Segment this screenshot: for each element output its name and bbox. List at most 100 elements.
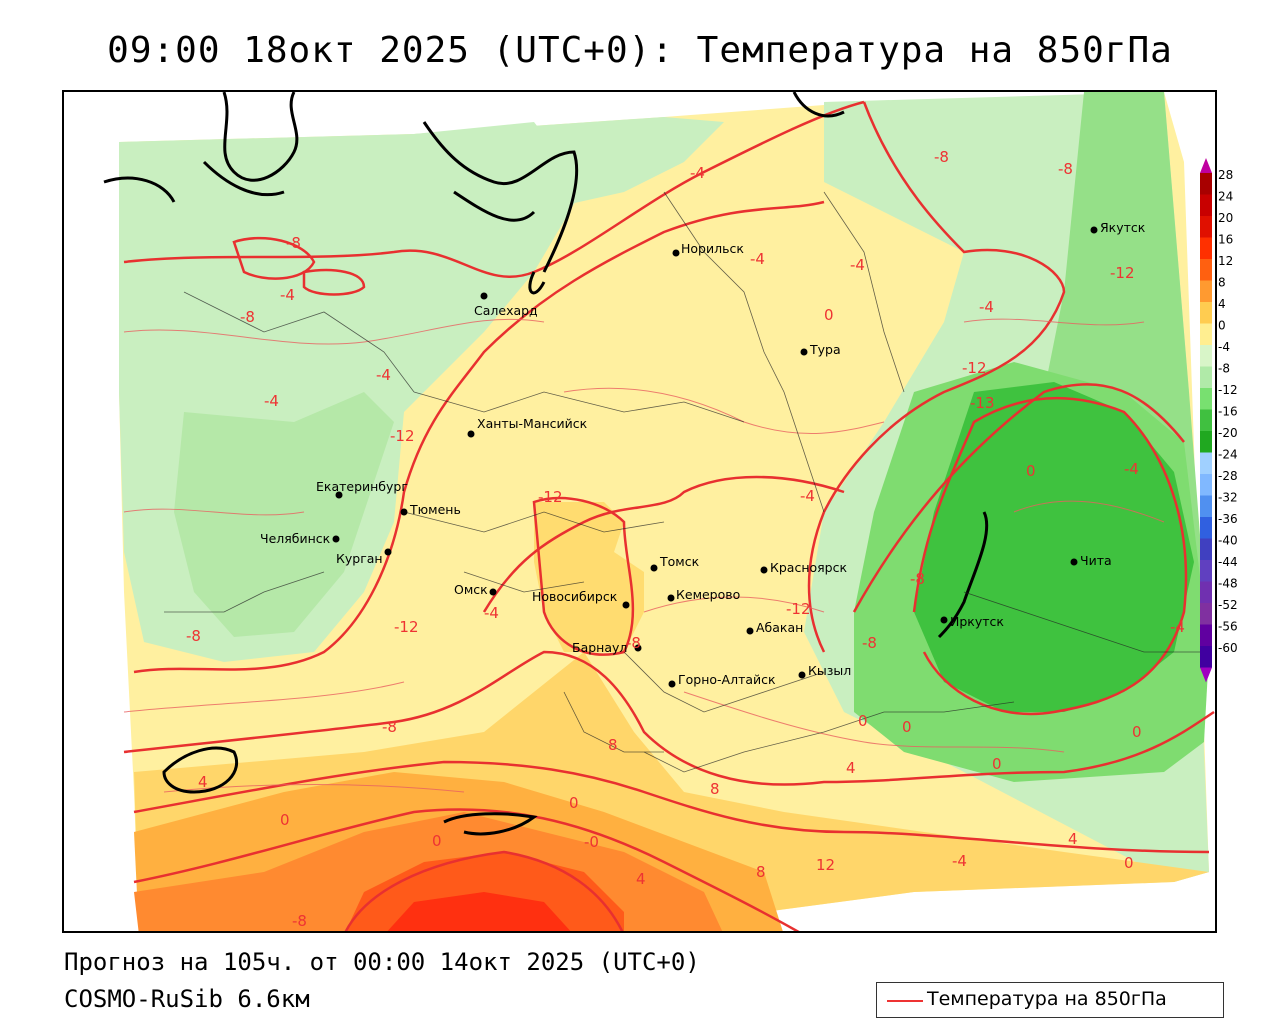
- isotherm-label: -12: [962, 359, 987, 377]
- isotherm-label: -4: [979, 298, 994, 316]
- city-label: Барнаул: [572, 640, 627, 655]
- map-title: 09:00 18окт 2025 (UTC+0): Температура на…: [107, 30, 1173, 71]
- colorbar-segment: [1200, 452, 1212, 474]
- isotherm-label: 4: [1068, 830, 1078, 848]
- isotherm-label: -4: [952, 852, 967, 870]
- coastlines: [103, 92, 989, 836]
- colorbar-segment: [1200, 388, 1212, 410]
- isotherm-label: 0: [432, 832, 442, 850]
- isotherm-label: 0: [992, 755, 1002, 773]
- isotherm-label: -8: [934, 148, 949, 166]
- city-label: Красноярск: [770, 560, 847, 575]
- colorbar-tick-label: -40: [1218, 534, 1238, 548]
- city-label: Новосибирск: [532, 589, 618, 604]
- colorbar-tick-label: 16: [1218, 233, 1233, 247]
- colorbar-segment: [1200, 323, 1212, 345]
- colorbar-tick-label: -28: [1218, 469, 1238, 483]
- isotherm-label: 0: [1132, 723, 1142, 741]
- isotherm-label: -4: [376, 366, 391, 384]
- colorbar-tick-label: 8: [1218, 276, 1226, 290]
- city-label: Курган: [336, 551, 383, 566]
- colorbar-tick-label: -56: [1218, 620, 1238, 634]
- admin-borders: [164, 191, 1204, 773]
- city-label: Томск: [659, 554, 700, 569]
- isotherm-label: 4: [198, 773, 208, 791]
- colorbar-tick-label: -24: [1218, 448, 1238, 462]
- isotherm-label: 8: [710, 780, 720, 798]
- colorbar-tick-label: 28: [1218, 168, 1233, 182]
- color-scale-bar: 28 24 20 16 12 8 4 0 -4 -8 -12 -16 -20 -24 -28 -32 -36 -4…: [1200, 158, 1238, 683]
- zone-core-east: [914, 382, 1194, 712]
- legend-line-swatch: [887, 1000, 923, 1002]
- model-name: COSMO-RuSib 6.6км: [64, 985, 310, 1013]
- city-label: Абакан: [756, 620, 803, 635]
- isotherm-label: -4: [850, 256, 865, 274]
- legend-label: Температура на 850гПа: [927, 988, 1167, 1010]
- colorbar-tick-label: 0: [1218, 319, 1226, 333]
- city-label: Тура: [809, 342, 841, 357]
- colorbar-tick-label: 20: [1218, 211, 1233, 225]
- colorbar-tick-label: -36: [1218, 512, 1238, 526]
- colorbar-tick-label: -20: [1218, 426, 1238, 440]
- city-label: Тюмень: [409, 502, 461, 517]
- city-label: Кызыл: [808, 663, 851, 678]
- map-frame: Салехард Норильск Якутск Тура Ханты-Манс…: [62, 90, 1217, 933]
- colorbar-tick-label: 4: [1218, 297, 1226, 311]
- isotherm-label: -13: [970, 394, 995, 412]
- colorbar-segment: [1200, 646, 1212, 668]
- colorbar-segment: [1200, 517, 1212, 539]
- colorbar-tick-label: -48: [1218, 577, 1238, 591]
- isotherm-labels: -4 -8 -8 -8 -4 -4 -12 -4 0 -4 -8 -12 -4 …: [186, 148, 1185, 930]
- isotherm-label: -8: [382, 718, 397, 736]
- colorbar-tick-label: -12: [1218, 383, 1238, 397]
- isotherm-label: -8: [862, 634, 877, 652]
- colorbar-tick-label: -60: [1218, 641, 1238, 655]
- isotherm-label: 8: [756, 863, 766, 881]
- colorbar-tick-label: -52: [1218, 598, 1238, 612]
- isotherm-label: -4: [1124, 460, 1139, 478]
- isotherm-label: -12: [786, 600, 811, 618]
- isotherm-label: 0: [569, 794, 579, 812]
- isotherm-label: -8: [286, 234, 301, 252]
- colorbar-segment: [1200, 280, 1212, 302]
- colorbar-segment: [1200, 603, 1212, 625]
- city-label: Кемерово: [676, 587, 740, 602]
- zone-cold-north: [414, 117, 724, 232]
- colorbar-segment: [1200, 173, 1212, 195]
- city-label: Челябинск: [260, 531, 331, 546]
- city-label: Омск: [454, 582, 488, 597]
- colorbar-segment: [1200, 302, 1212, 324]
- isotherm-label: -4: [750, 250, 765, 268]
- isotherm-label: -12: [538, 488, 563, 506]
- colorbar-segment: [1200, 495, 1212, 517]
- city-markers: Салехард Норильск Якутск Тура Ханты-Манс…: [260, 220, 1146, 688]
- isotherm-label: -12: [390, 427, 415, 445]
- isotherm-label: -12: [1110, 264, 1135, 282]
- city-label: Екатеринбург: [316, 479, 408, 494]
- colorbar-tick-label: -8: [1218, 362, 1230, 376]
- colorbar-segment: [1200, 345, 1212, 367]
- colorbar-segment: [1200, 474, 1212, 496]
- isotherm-label: 0: [1026, 462, 1036, 480]
- city-label: Иркутск: [950, 614, 1004, 629]
- colorbar-segment: [1200, 538, 1212, 560]
- isotherm-label: -12: [394, 618, 419, 636]
- isotherm-label: -8: [186, 627, 201, 645]
- isotherm-label: 4: [636, 870, 646, 888]
- isotherm-label: 0: [824, 306, 834, 324]
- isotherm-label: -8: [626, 634, 641, 652]
- colorbar-tick-label: -16: [1218, 405, 1238, 419]
- isotherm-label: -4: [264, 392, 279, 410]
- colorbar-segment: [1200, 194, 1212, 216]
- city-label: Ханты-Мансийск: [477, 416, 588, 431]
- isotherm-label: 0: [902, 718, 912, 736]
- isotherm-label: 0: [280, 811, 290, 829]
- isotherm-label: -4: [800, 487, 815, 505]
- colorbar-segment: [1200, 237, 1212, 259]
- zone-warm-south-5: [387, 892, 571, 931]
- colorbar-bottom-arrow: [1200, 667, 1212, 683]
- map-legend: Температура на 850гПа: [876, 982, 1224, 1018]
- isotherm-label: 0: [1124, 854, 1134, 872]
- colorbar-tick-label: 24: [1218, 190, 1233, 204]
- colorbar-top-arrow: [1200, 158, 1212, 173]
